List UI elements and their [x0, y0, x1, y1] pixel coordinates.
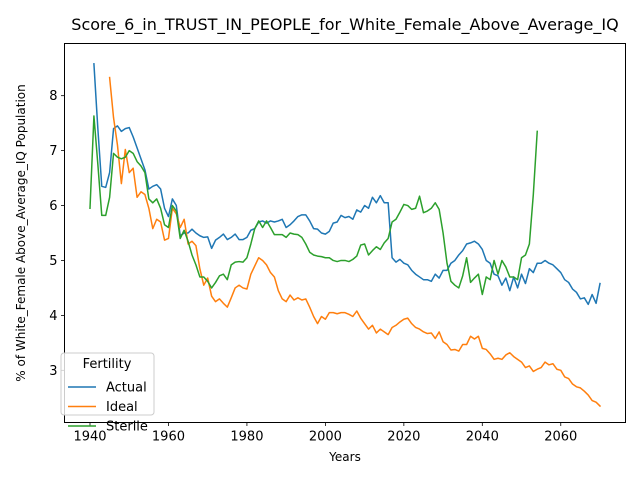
- legend-label-actual: Actual: [106, 381, 147, 396]
- legend-box: [60, 352, 155, 416]
- legend-title: Fertility: [83, 357, 132, 372]
- y-tick-label: 7: [49, 144, 57, 159]
- y-tick-label: 3: [49, 364, 57, 379]
- x-tick-label: 1960: [152, 430, 185, 445]
- legend-label-sterile: Sterile: [106, 420, 148, 435]
- x-tick-label: 1940: [73, 430, 106, 445]
- chart-title: Score_6_in_TRUST_IN_PEOPLE_for_White_Fem…: [71, 15, 618, 35]
- series-line-sterile: [89, 115, 539, 296]
- y-axis-label: % of White_Female Above_Average_IQ Popul…: [14, 84, 28, 381]
- series-line-ideal: [108, 76, 602, 408]
- series-layer: [89, 63, 602, 408]
- x-tick-label: 2040: [466, 430, 499, 445]
- y-tick-label: 4: [49, 309, 57, 324]
- y-axis: 3 4 5 6 7 8: [49, 89, 65, 379]
- series-line-actual: [93, 63, 601, 306]
- x-axis: 1940 1960 1980 2000 2020 2040 2060: [73, 422, 577, 445]
- legend-label-ideal: Ideal: [106, 400, 138, 415]
- y-tick-label: 8: [49, 89, 57, 104]
- y-tick-label: 5: [49, 254, 57, 269]
- x-tick-label: 1980: [230, 430, 263, 445]
- x-tick-label: 2060: [544, 430, 577, 445]
- legend: Fertility Actual Ideal Sterile: [60, 352, 155, 435]
- plot-area-frame: [64, 43, 626, 423]
- y-tick-label: 6: [49, 199, 57, 214]
- x-axis-label: Years: [328, 450, 361, 464]
- x-tick-label: 2020: [387, 430, 420, 445]
- x-tick-label: 2000: [309, 430, 342, 445]
